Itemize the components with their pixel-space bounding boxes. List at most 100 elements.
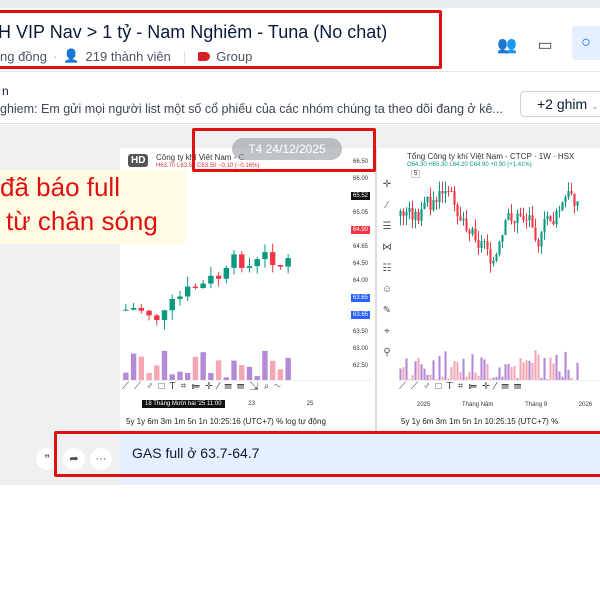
time-axis: 2025 Tháng Năm Tháng 9 2026 — [417, 402, 600, 408]
range-bar[interactable]: 5y 1y 6m 3m 1m 5n 1n 10:25:15 (UTC+7) % — [399, 416, 561, 428]
volume-bar — [459, 372, 462, 380]
volume-bar — [408, 379, 411, 380]
volume-bar — [462, 358, 465, 380]
price-label: 64.00 — [352, 278, 368, 284]
candle — [450, 191, 453, 192]
add-member-icon[interactable]: 👥 — [497, 37, 517, 54]
group-label[interactable]: Group — [216, 48, 253, 64]
candle — [522, 215, 525, 221]
chart-title: Công ty khí Việt Nam - C — [156, 153, 245, 162]
candle — [177, 296, 183, 299]
volume-bar — [405, 358, 408, 380]
highlight-box-message — [54, 431, 600, 477]
volume-bar — [426, 374, 429, 380]
tag-icon — [198, 51, 211, 61]
volume-bar — [501, 376, 504, 380]
candle — [519, 213, 522, 216]
candle — [486, 241, 489, 250]
candle — [480, 241, 483, 248]
candle — [123, 309, 129, 311]
member-count[interactable]: 219 thành viên — [85, 48, 171, 64]
volume-bar — [130, 353, 137, 380]
candle — [561, 202, 564, 211]
volume-bar — [504, 364, 507, 380]
candle — [468, 230, 471, 234]
volume-bar — [138, 356, 145, 380]
volume-bar — [486, 364, 489, 380]
volume-bar — [516, 378, 519, 380]
volume-bar — [402, 367, 405, 380]
volume-bar — [495, 377, 498, 380]
volume-bar — [277, 369, 284, 380]
candle — [501, 235, 504, 242]
volume-bar — [438, 355, 441, 380]
chart-title: Tổng Công ty khí Việt Nam - CTCP · 1W · … — [407, 152, 575, 161]
candle — [465, 218, 468, 231]
volume-bar — [239, 365, 245, 380]
volume-bar — [510, 366, 513, 380]
volume-bar — [564, 351, 567, 380]
volume-bar — [246, 366, 253, 380]
volume-bar — [576, 362, 579, 380]
price-label: 62.50 — [352, 363, 368, 369]
candle — [138, 308, 145, 311]
candle — [531, 215, 534, 228]
candle — [200, 283, 206, 289]
volume-bar — [519, 358, 522, 380]
drawing-toolbar[interactable]: ⟋⟋♂□T⌗⊫✛⁄☰☰ — [399, 380, 600, 396]
volume-bar — [513, 366, 516, 380]
forward-icon[interactable]: ➦ — [63, 448, 85, 470]
chevron-down-icon: ⌄ — [591, 101, 599, 111]
annotation-line: đã báo full — [0, 172, 120, 202]
chart-left: Công ty khí Việt Nam - C H63.70 L63.50 C… — [122, 148, 372, 432]
volume-bar — [432, 360, 435, 380]
volume-bar — [537, 354, 540, 380]
candle — [459, 216, 462, 221]
candle — [285, 258, 291, 267]
video-call-icon[interactable]: ▭ — [537, 37, 553, 54]
candle — [447, 191, 450, 192]
volume-bar — [200, 352, 206, 380]
candle — [483, 241, 486, 243]
indicator-badge[interactable]: 5 — [411, 170, 421, 178]
volume-bar — [570, 377, 573, 380]
candle — [223, 267, 230, 279]
pinned-text[interactable]: ghiem: Em gửi mọi người list một số cổ p… — [0, 102, 503, 116]
volume-bar — [552, 363, 555, 380]
volume-bar — [414, 361, 417, 380]
volume-bar — [480, 357, 483, 380]
drawing-toolbar[interactable]: ⟋⟋♂□T⌗⊫✛⁄☰☰⇲⌕∿ — [122, 380, 372, 396]
volume-bar — [567, 369, 570, 380]
candlestick-plot — [123, 243, 291, 380]
candle — [426, 196, 429, 203]
candle — [215, 275, 222, 279]
pinned-message-bar[interactable]: n ghiem: Em gửi mọi người list một số cổ… — [0, 78, 600, 124]
message-text: GAS full ở 63.7-64.7 — [132, 445, 260, 461]
side-toolbar[interactable]: ✛ ⁄ ☰ ⋈ ☷ ☺ ✎ ⌖ ⚲ — [381, 179, 393, 358]
candle — [573, 193, 576, 206]
volume-bar — [531, 362, 534, 380]
group-title[interactable]: H VIP Nav > 1 tỷ - Nam Nghiêm - Tuna (No… — [0, 22, 388, 42]
pinned-author: n — [2, 84, 9, 98]
candle — [208, 275, 214, 284]
quote-icon[interactable]: ” — [36, 448, 58, 470]
volume-bar — [231, 360, 237, 380]
volume-bar — [465, 376, 468, 380]
volume-bar — [269, 360, 276, 380]
candle — [555, 210, 558, 225]
volume-bar — [474, 372, 477, 380]
range-bar[interactable]: 5y 1y 6m 3m 1m 5n 1n 10:25:16 (UTC+7) % … — [124, 416, 328, 428]
volume-bar — [223, 377, 230, 380]
time-label: 2026 — [578, 402, 593, 408]
volume-bar — [441, 376, 444, 380]
more-pins-button[interactable]: +2 ghim ⌄ — [520, 91, 600, 117]
candle — [492, 260, 495, 264]
candle — [420, 208, 423, 221]
volume-bar — [558, 371, 561, 380]
candle — [558, 210, 561, 212]
candle — [534, 227, 537, 240]
chart-image-message[interactable]: Công ty khí Việt Nam - C H63.70 L63.50 C… — [120, 148, 600, 432]
search-icon[interactable]: ○ — [572, 26, 600, 60]
more-icon[interactable]: ··· — [90, 448, 112, 470]
candle — [489, 249, 492, 264]
